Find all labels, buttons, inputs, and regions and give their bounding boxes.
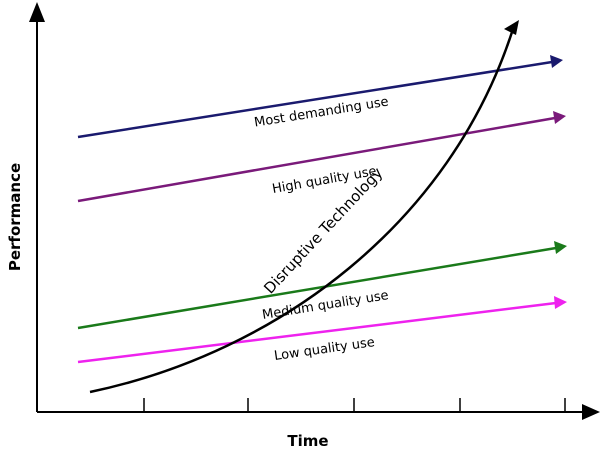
line-medium-quality: Medium quality use: [77, 241, 567, 330]
medium-quality-line: [77, 246, 557, 330]
disruptive-technology-curve: Disruptive Technology: [89, 20, 519, 394]
y-axis-arrowhead: [29, 2, 45, 22]
high-quality-arrowhead: [553, 111, 566, 124]
x-axis-ticks: [143, 398, 566, 412]
y-axis-title: Performance: [6, 163, 24, 271]
low-quality-arrowhead: [554, 296, 567, 309]
x-axis-title: Time: [287, 432, 328, 450]
line-most-demanding: Most demanding use: [77, 55, 563, 139]
disruptive-curve-arrowhead: [504, 20, 519, 35]
most-demanding-arrowhead: [550, 55, 563, 68]
most-demanding-label: Most demanding use: [253, 95, 389, 131]
medium-quality-arrowhead: [554, 241, 567, 254]
high-quality-line: [77, 116, 556, 203]
axes: [36, 22, 586, 413]
low-quality-label: Low quality use: [273, 335, 375, 364]
most-demanding-line: [77, 60, 553, 139]
x-axis-arrowhead: [582, 404, 600, 420]
disruptive-curve-path: [89, 31, 514, 394]
low-quality-line: [77, 301, 557, 364]
